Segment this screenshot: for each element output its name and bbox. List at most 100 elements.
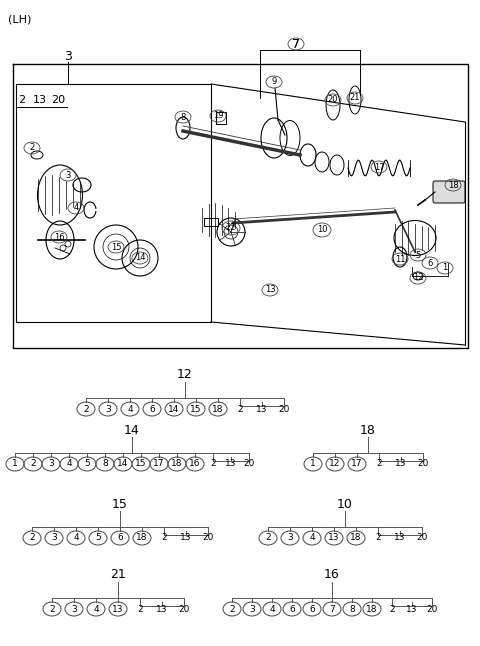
Text: 10: 10 (337, 497, 353, 510)
Text: 3: 3 (64, 50, 72, 63)
Text: 7: 7 (329, 605, 335, 614)
Text: 13: 13 (112, 605, 124, 614)
Text: 3: 3 (65, 171, 71, 180)
Text: 6: 6 (289, 605, 295, 614)
Text: 18: 18 (171, 459, 183, 468)
Text: 7: 7 (293, 39, 299, 48)
Text: 6: 6 (117, 534, 123, 543)
Text: 3: 3 (71, 605, 77, 614)
Text: 3: 3 (48, 459, 54, 468)
Text: 6: 6 (149, 404, 155, 413)
Text: 3: 3 (51, 534, 57, 543)
Text: 13: 13 (180, 534, 192, 543)
Text: 2: 2 (265, 534, 271, 543)
Text: 13: 13 (264, 286, 276, 295)
Text: 18: 18 (136, 534, 148, 543)
Text: 2: 2 (18, 95, 25, 105)
Text: 8: 8 (102, 459, 108, 468)
Text: 5: 5 (415, 251, 420, 260)
Text: 18: 18 (448, 180, 458, 189)
Text: 22: 22 (226, 224, 236, 233)
Text: 14: 14 (135, 253, 145, 262)
Text: 1: 1 (12, 459, 18, 468)
Text: 12: 12 (413, 273, 423, 282)
Text: 1: 1 (310, 459, 316, 468)
Text: 13: 13 (328, 534, 340, 543)
Text: 2: 2 (83, 404, 89, 413)
Text: 9: 9 (271, 78, 276, 87)
Text: 11: 11 (395, 255, 405, 264)
Text: 15: 15 (135, 459, 147, 468)
Text: 20: 20 (178, 605, 190, 614)
Text: 15: 15 (111, 242, 121, 251)
Bar (204, 218, 218, 226)
Text: 18: 18 (360, 424, 376, 437)
Text: 21: 21 (350, 94, 360, 103)
Text: 2: 2 (30, 459, 36, 468)
Text: 13: 13 (33, 95, 47, 105)
Text: 3: 3 (105, 404, 111, 413)
Text: 17: 17 (374, 163, 384, 171)
Text: 6: 6 (309, 605, 315, 614)
Text: (LH): (LH) (8, 14, 31, 24)
Text: 8: 8 (180, 112, 186, 121)
Text: 20: 20 (202, 534, 214, 543)
Text: 13: 13 (156, 605, 168, 614)
Text: 15: 15 (112, 497, 128, 510)
Text: 6: 6 (427, 258, 432, 267)
FancyBboxPatch shape (433, 181, 465, 203)
Text: 18: 18 (212, 404, 224, 413)
Text: 2: 2 (229, 605, 235, 614)
Text: 2: 2 (161, 534, 167, 543)
Text: 1: 1 (443, 264, 448, 273)
Text: 5: 5 (95, 534, 101, 543)
Text: 10: 10 (317, 225, 327, 234)
Text: 5: 5 (84, 459, 90, 468)
Text: 2: 2 (29, 143, 35, 152)
Text: 2: 2 (29, 534, 35, 543)
Text: 2: 2 (49, 605, 55, 614)
Text: 20: 20 (278, 404, 290, 413)
Bar (216, 112, 226, 124)
Text: 7: 7 (292, 37, 300, 50)
Text: 12: 12 (329, 459, 341, 468)
Text: 8: 8 (349, 605, 355, 614)
Text: 16: 16 (54, 233, 64, 242)
Text: 2: 2 (389, 605, 395, 614)
Text: 13: 13 (406, 605, 418, 614)
Text: 2: 2 (137, 605, 143, 614)
Text: 14: 14 (124, 424, 140, 437)
Text: 13: 13 (395, 459, 407, 468)
Text: 2: 2 (237, 404, 243, 413)
Text: 2: 2 (375, 534, 381, 543)
Text: 17: 17 (153, 459, 165, 468)
Text: 16: 16 (324, 568, 340, 581)
Text: 3: 3 (249, 605, 255, 614)
Text: 21: 21 (110, 568, 126, 581)
Text: 4: 4 (73, 534, 79, 543)
Text: 20: 20 (328, 96, 338, 105)
Text: 14: 14 (168, 404, 180, 413)
Text: 2: 2 (210, 459, 216, 468)
Text: 4: 4 (309, 534, 315, 543)
Text: 4: 4 (127, 404, 133, 413)
Text: 20: 20 (426, 605, 438, 614)
Text: 20: 20 (416, 534, 428, 543)
Text: 19: 19 (213, 112, 223, 121)
Text: 13: 13 (394, 534, 406, 543)
Text: 14: 14 (117, 459, 129, 468)
Text: 20: 20 (417, 459, 429, 468)
Text: 20: 20 (51, 95, 65, 105)
Text: 13: 13 (256, 404, 268, 413)
Text: 4: 4 (93, 605, 99, 614)
Text: 4: 4 (269, 605, 275, 614)
Text: 3: 3 (287, 534, 293, 543)
Text: 20: 20 (243, 459, 255, 468)
Text: 2: 2 (376, 459, 382, 468)
Text: 17: 17 (351, 459, 363, 468)
Text: 4: 4 (66, 459, 72, 468)
Text: 4: 4 (73, 203, 79, 213)
Text: 18: 18 (366, 605, 378, 614)
Text: 12: 12 (177, 368, 193, 382)
Text: 18: 18 (350, 534, 362, 543)
